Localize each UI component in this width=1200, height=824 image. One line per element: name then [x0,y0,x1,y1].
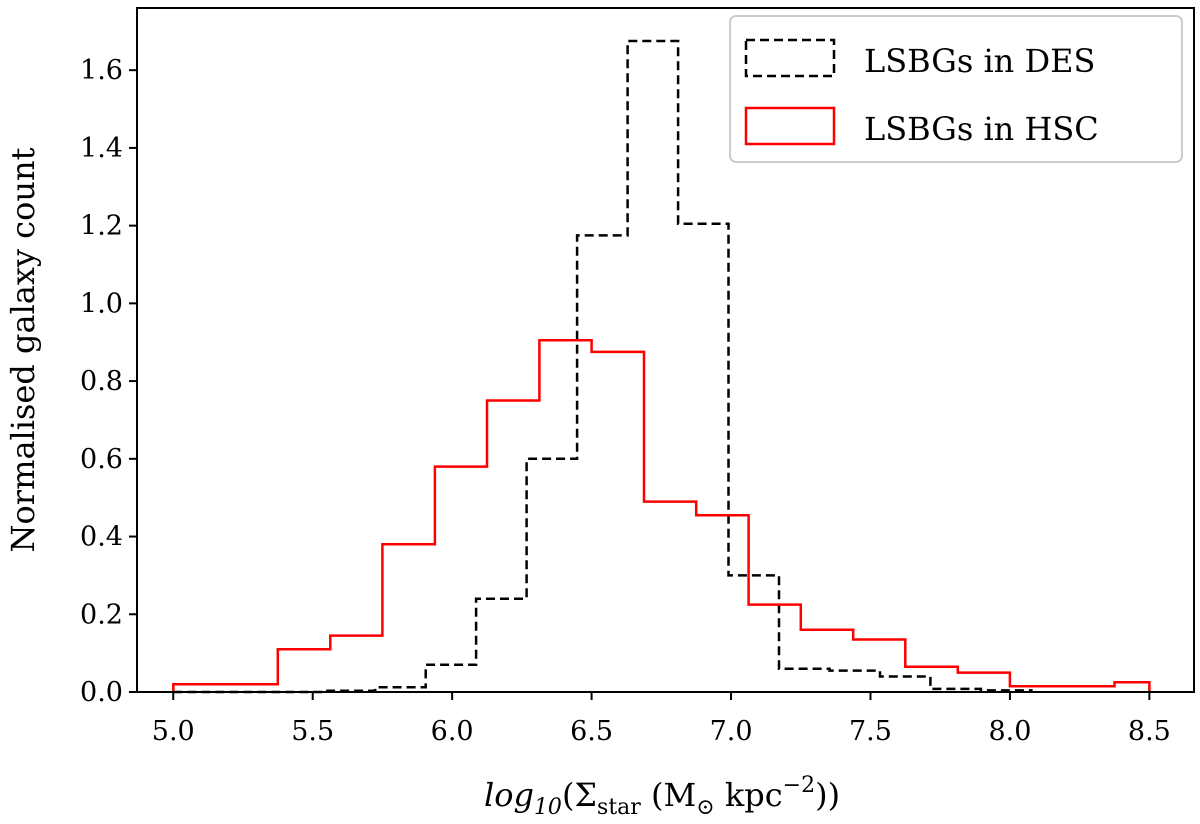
x-tick-label: 5.0 [152,716,195,747]
x-tick-label: 8.0 [988,716,1031,747]
y-tick-label: 1.2 [80,211,123,242]
legend: LSBGs in DES LSBGs in HSC [729,15,1183,163]
legend-swatch-des [744,38,836,78]
y-axis-label: Normalised galaxy count [4,147,42,552]
x-tick-label: 7.0 [710,716,753,747]
y-tick-label: 0.0 [80,677,123,708]
legend-box [729,15,1183,163]
legend-label-des: LSBGs in DES [864,42,1095,80]
y-tick-label: 0.8 [80,366,123,397]
plot-frame [136,7,1195,693]
series-line-hsc [172,339,1151,692]
y-tick-label: 1.6 [80,55,123,86]
x-tick-label: 5.5 [291,716,334,747]
y-tick-label: 0.6 [80,444,123,475]
x-tick-label: 8.5 [1128,716,1171,747]
series-line-des [173,39,1033,694]
x-tick-label: 6.5 [570,716,613,747]
legend-swatch-hsc [744,106,836,146]
x-tick-label: 6.0 [431,716,474,747]
y-tick-label: 0.4 [80,522,123,553]
y-tick-label: 1.4 [80,133,123,164]
x-tick-label: 7.5 [849,716,892,747]
legend-label-hsc: LSBGs in HSC [864,110,1099,148]
series-layer [172,39,1151,694]
ticks-layer: 5.0 5.5 6.0 6.5 7.0 7.5 8.0 8.5 0.0 0.2 0.4 0.6 0.8 1… [80,55,1171,747]
y-tick-label: 1.0 [80,288,123,319]
x-axis-label: log10(Σstar (M⊙ kpc−2)) [484,773,840,820]
y-tick-label: 0.2 [80,599,123,630]
